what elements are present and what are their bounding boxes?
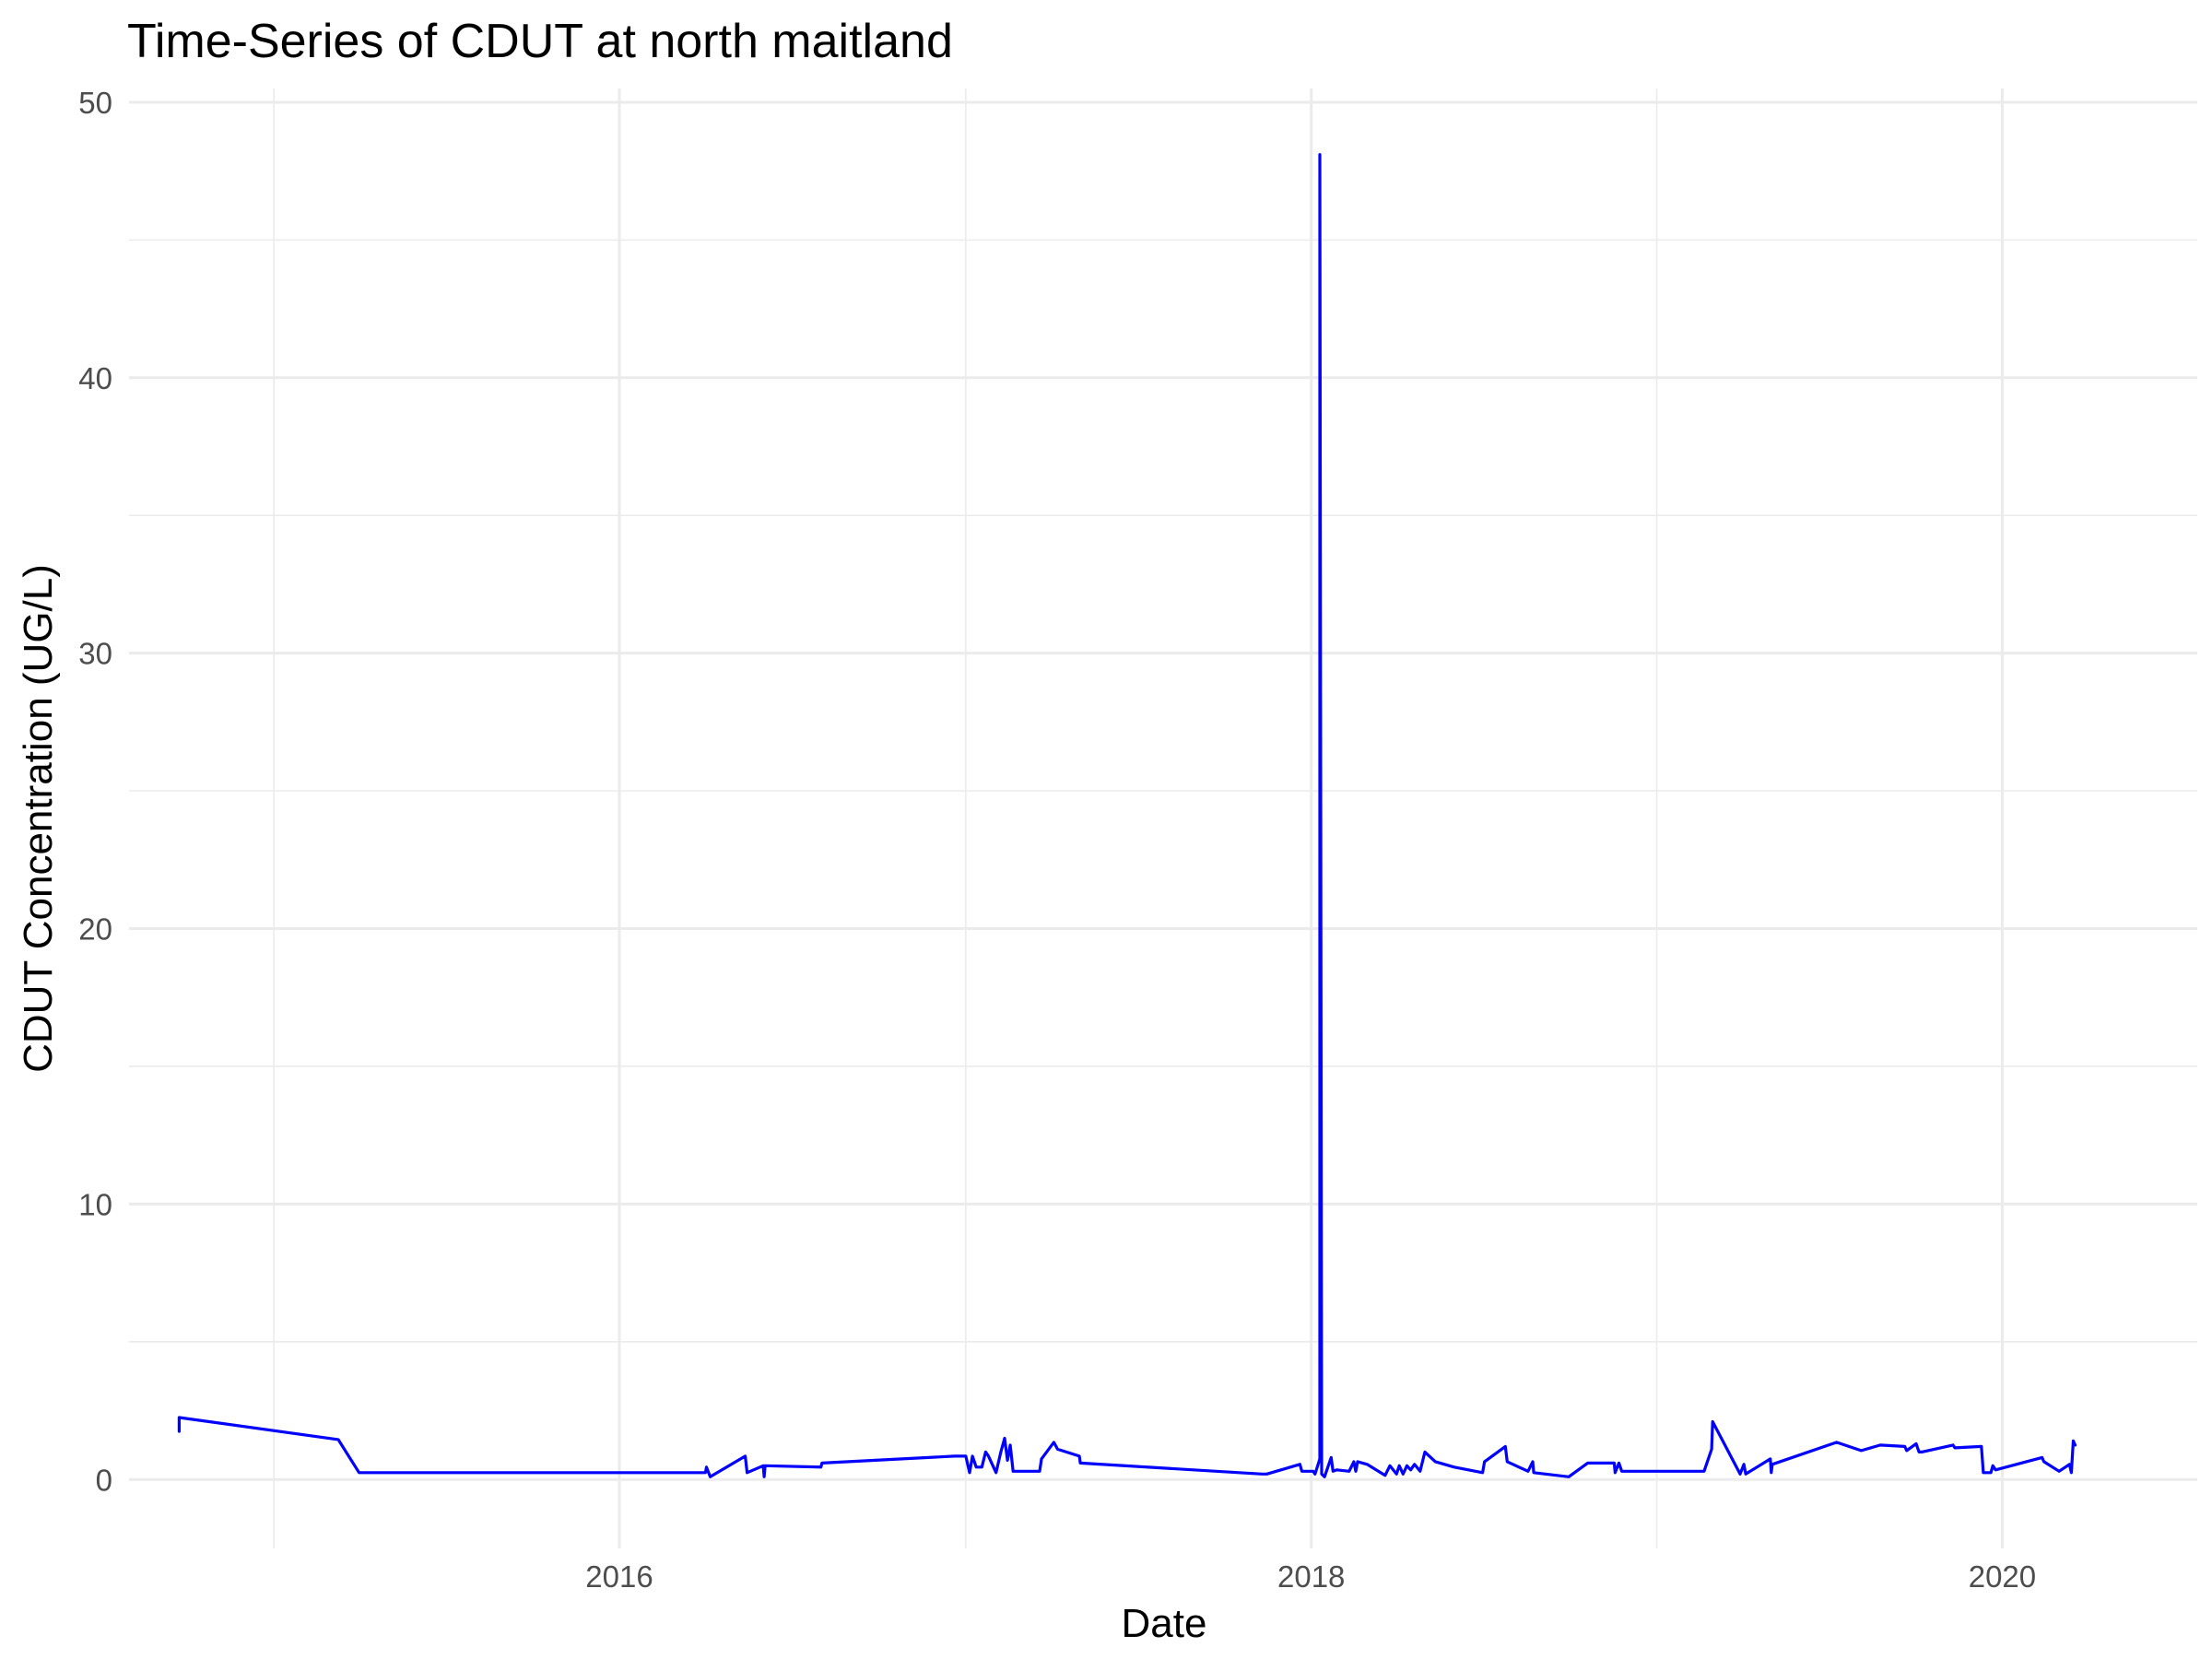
series-layer	[177, 153, 2077, 1478]
y-tick-label: 20	[78, 912, 112, 947]
y-axis-ticks: 0 10 20 30 40 50	[78, 86, 112, 1497]
x-axis-title: Date	[1122, 1601, 1207, 1646]
gridlines	[129, 88, 2197, 1548]
x-tick-label: 2016	[585, 1559, 653, 1594]
y-axis-title: CDUT Concentration (UG/L)	[16, 564, 61, 1073]
y-tick-label: 50	[78, 86, 112, 120]
y-tick-label: 0	[96, 1463, 112, 1497]
series-line	[177, 153, 2077, 1478]
x-tick-label: 2020	[1969, 1559, 2036, 1594]
y-tick-label: 30	[78, 637, 112, 671]
chart-title: Time-Series of CDUT at north maitland	[127, 15, 953, 68]
x-tick-label: 2018	[1277, 1559, 1345, 1594]
x-axis-ticks: 2016 2018 2020	[585, 1559, 2036, 1594]
y-tick-label: 40	[78, 361, 112, 395]
y-tick-label: 10	[78, 1187, 112, 1221]
